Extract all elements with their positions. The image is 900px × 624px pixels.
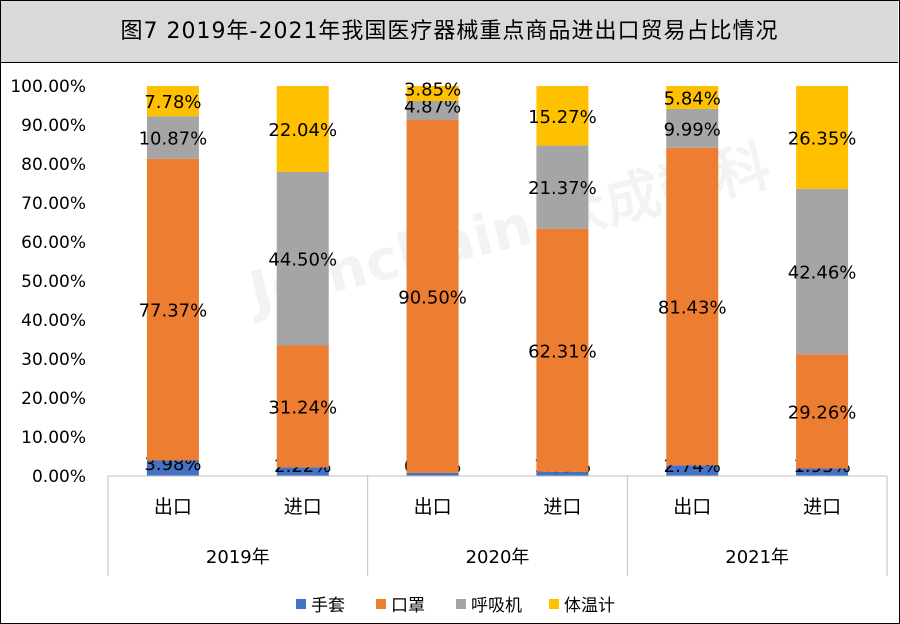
x-tick-label: 出口	[154, 496, 192, 518]
bar-segment	[796, 354, 849, 469]
data-label: 81.43%	[658, 298, 727, 319]
y-tick-label: 90.00%	[21, 116, 86, 136]
data-label: 90.50%	[398, 287, 467, 308]
data-label: 44.50%	[268, 250, 337, 271]
data-label: 21.37%	[528, 178, 597, 199]
bar-segment	[276, 345, 329, 468]
data-label: 4.87%	[404, 97, 461, 118]
x-group-label: 2021年	[725, 547, 789, 568]
bar-segment	[796, 188, 849, 355]
bar-segment	[536, 471, 589, 476]
x-group-label: 2019年	[206, 547, 270, 568]
y-tick-label: 10.00%	[21, 428, 86, 448]
bar-segment	[406, 120, 459, 473]
data-label: 31.24%	[268, 397, 337, 418]
y-tick-label: 50.00%	[21, 272, 86, 292]
data-label: 29.26%	[788, 402, 857, 423]
bar-segment	[796, 86, 849, 189]
bar-segment	[146, 460, 199, 476]
legend-label: 呼吸机	[471, 596, 522, 616]
x-tick-label: 出口	[414, 496, 452, 518]
y-tick-label: 80.00%	[21, 155, 86, 175]
x-tick-label: 进口	[803, 496, 841, 518]
chart-title: 图7 2019年-2021年我国医疗器械重点商品进出口贸易占比情况	[120, 19, 779, 44]
y-tick-label: 100.00%	[10, 77, 86, 97]
bar-segment	[536, 86, 589, 146]
bar-segment	[666, 86, 719, 109]
bar-segment	[406, 86, 459, 102]
data-label: 22.04%	[268, 120, 337, 141]
legend-swatch	[376, 599, 386, 609]
data-label: 77.37%	[139, 301, 208, 322]
x-tick-label: 进口	[284, 496, 322, 518]
legend-label: 口罩	[391, 596, 425, 616]
y-tick-label: 0.00%	[32, 467, 86, 487]
bar-segment	[276, 86, 329, 172]
title-bar: 图7 2019年-2021年我国医疗器械重点商品进出口贸易占比情况	[1, 1, 898, 63]
bar-segment	[536, 228, 589, 472]
x-tick-label: 进口	[543, 496, 581, 518]
y-tick-label: 70.00%	[21, 194, 86, 214]
legend-label: 体温计	[564, 596, 615, 616]
data-label: 7.78%	[144, 92, 201, 113]
data-label: 3.85%	[404, 80, 461, 101]
data-label: 10.87%	[139, 129, 208, 150]
bar-segment	[146, 116, 199, 159]
bar-segment	[536, 145, 589, 229]
x-tick-label: 出口	[673, 496, 711, 518]
bar-segment	[146, 158, 199, 461]
y-tick-label: 20.00%	[21, 389, 86, 409]
y-tick-label: 60.00%	[21, 233, 86, 253]
bar-segment	[276, 171, 329, 346]
legend-swatch	[549, 599, 559, 609]
bar-segment	[796, 468, 849, 476]
data-label: 15.27%	[528, 107, 597, 128]
x-group-label: 2020年	[466, 547, 530, 568]
y-tick-label: 30.00%	[21, 350, 86, 370]
bar-segment	[406, 472, 459, 476]
data-label: 42.46%	[788, 263, 857, 284]
legend-swatch	[296, 599, 306, 609]
bar-segment	[276, 467, 329, 476]
data-label: 5.84%	[664, 88, 721, 109]
bar-segment	[146, 86, 199, 117]
data-label: 9.99%	[664, 119, 721, 140]
legend-label: 手套	[311, 596, 345, 616]
y-tick-label: 40.00%	[21, 311, 86, 331]
bar-segment	[406, 101, 459, 121]
bar-segment	[666, 108, 719, 148]
legend-swatch	[456, 599, 466, 609]
bar-segment	[666, 465, 719, 476]
bar-segment	[666, 147, 719, 466]
data-label: 26.35%	[788, 128, 857, 149]
data-label: 62.31%	[528, 341, 597, 362]
